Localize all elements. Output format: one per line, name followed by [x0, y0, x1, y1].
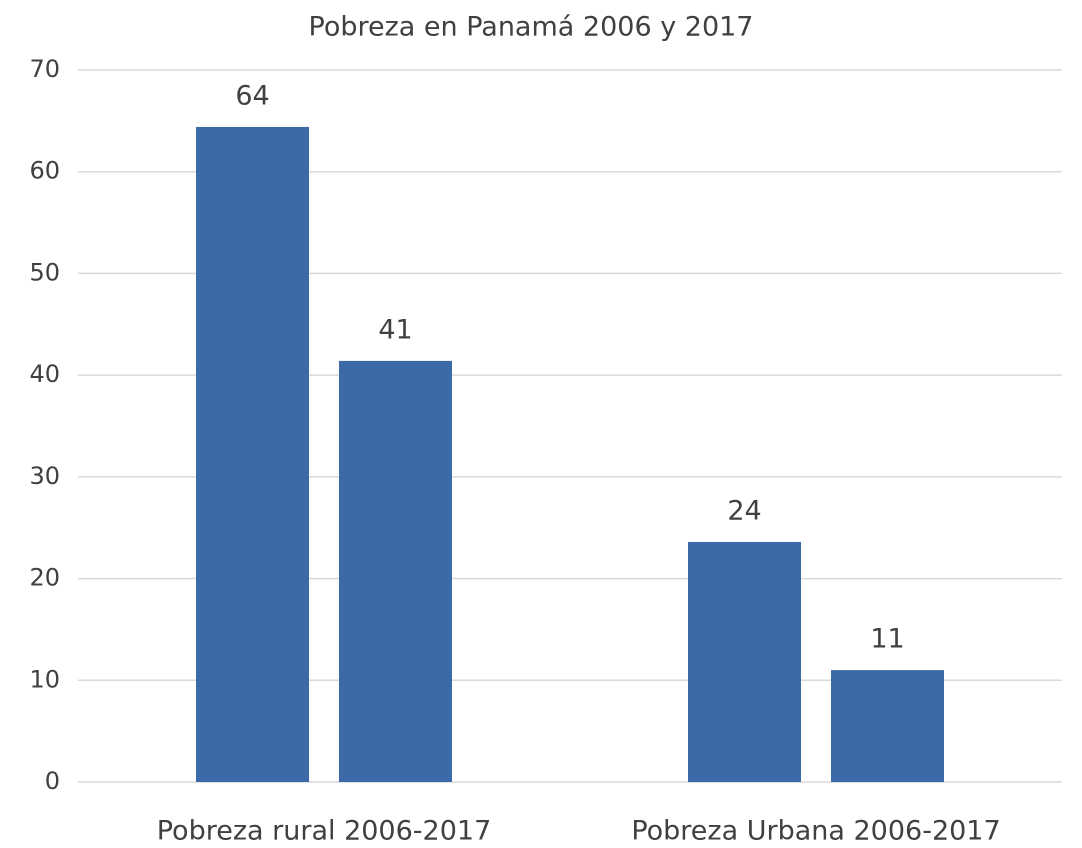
value-label: 64 — [235, 80, 269, 111]
x-tick-label: Pobreza rural 2006-2017 — [157, 816, 492, 847]
x-tick-label: Pobreza Urbana 2006-2017 — [631, 816, 1000, 847]
y-tick-label: 10 — [29, 665, 60, 693]
bar — [196, 126, 309, 782]
y-tick-label: 30 — [29, 462, 60, 490]
y-tick-label: 20 — [29, 564, 60, 592]
bar — [339, 360, 452, 782]
bar — [831, 670, 944, 782]
bar — [688, 541, 801, 782]
value-label: 24 — [727, 495, 761, 526]
y-tick-label: 40 — [29, 360, 60, 388]
y-tick-label: 60 — [29, 157, 60, 185]
y-tick-label: 50 — [29, 258, 60, 286]
y-tick-label: 70 — [29, 55, 60, 83]
value-label: 41 — [378, 314, 412, 345]
chart-title: Pobreza en Panamá 2006 y 2017 — [309, 12, 754, 43]
y-tick-label: 0 — [45, 767, 60, 795]
value-label: 11 — [870, 624, 904, 655]
